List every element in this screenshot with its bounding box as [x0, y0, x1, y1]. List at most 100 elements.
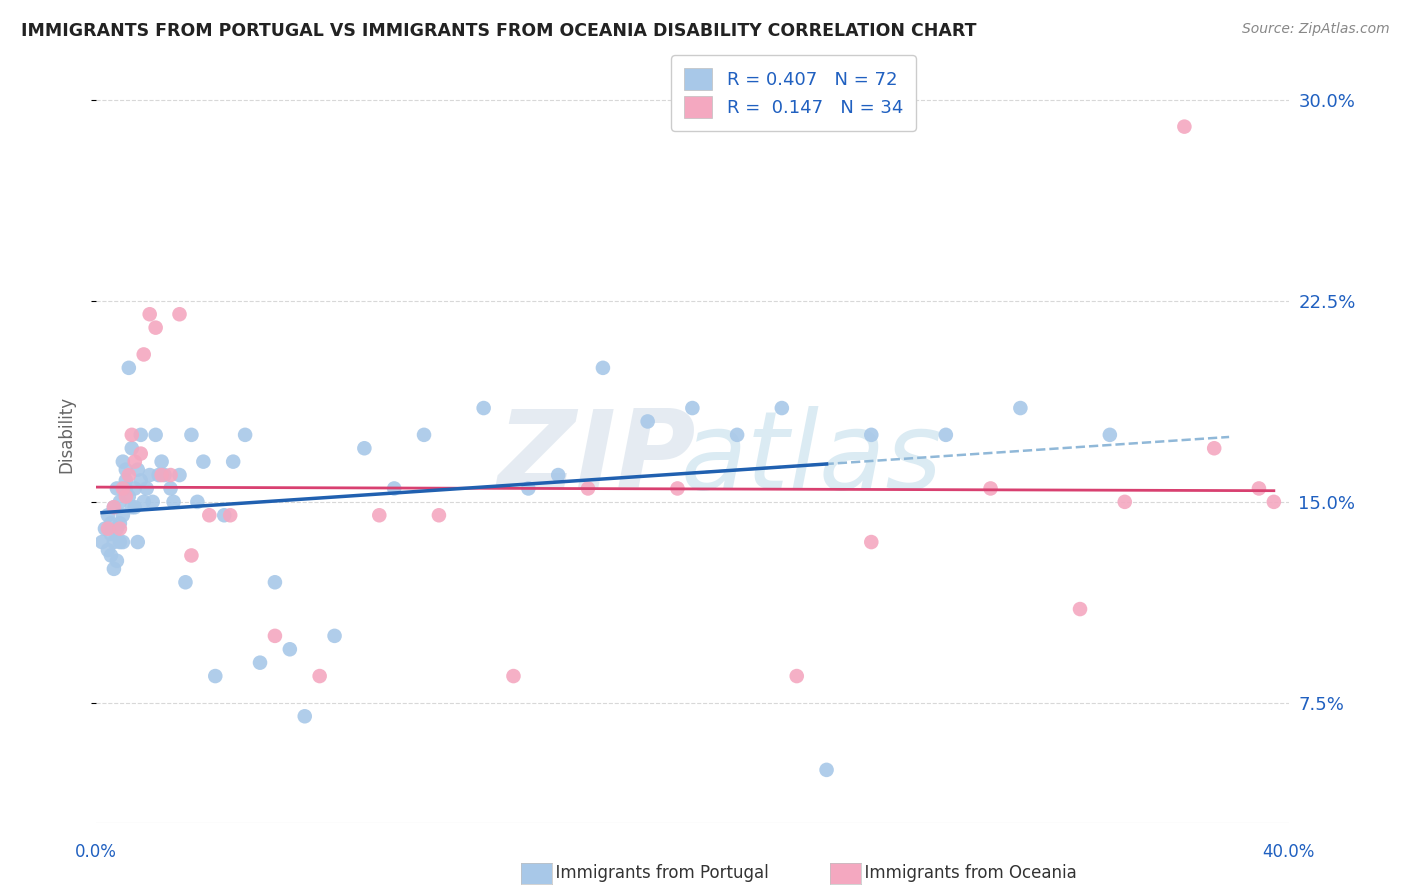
- Point: [212, 508, 235, 523]
- Point: [725, 428, 748, 442]
- Point: [124, 482, 146, 496]
- Point: [637, 414, 659, 428]
- Point: [108, 522, 131, 536]
- Point: [148, 468, 170, 483]
- Legend: R = 0.407   N = 72, R =  0.147   N = 34: R = 0.407 N = 72, R = 0.147 N = 34: [671, 55, 915, 131]
- Point: [502, 669, 524, 683]
- Point: [1069, 602, 1091, 616]
- Text: Immigrants from Oceania: Immigrants from Oceania: [853, 863, 1077, 881]
- Point: [860, 428, 883, 442]
- Point: [592, 360, 614, 375]
- Point: [103, 500, 125, 515]
- Point: [97, 543, 120, 558]
- Point: [118, 360, 141, 375]
- Point: [1263, 495, 1285, 509]
- Point: [233, 428, 256, 442]
- Point: [169, 307, 191, 321]
- Point: [150, 455, 173, 469]
- Point: [264, 575, 287, 590]
- Point: [472, 401, 495, 415]
- Point: [91, 535, 114, 549]
- Point: [129, 428, 152, 442]
- Point: [108, 535, 131, 549]
- Point: [100, 549, 122, 563]
- Point: [124, 455, 146, 469]
- Point: [135, 482, 157, 496]
- Point: [100, 527, 122, 541]
- Text: atlas: atlas: [681, 406, 942, 510]
- Text: 0.0%: 0.0%: [75, 843, 117, 861]
- Point: [180, 428, 202, 442]
- Point: [180, 549, 202, 563]
- Point: [114, 474, 136, 488]
- Point: [860, 535, 883, 549]
- Point: [121, 442, 143, 456]
- Y-axis label: Disability: Disability: [58, 396, 75, 474]
- Point: [138, 468, 160, 483]
- Point: [138, 307, 160, 321]
- Point: [142, 495, 165, 509]
- Point: [308, 669, 330, 683]
- Point: [681, 401, 703, 415]
- Point: [103, 535, 125, 549]
- Text: ZIP: ZIP: [498, 405, 696, 511]
- Point: [105, 482, 128, 496]
- Point: [278, 642, 301, 657]
- Point: [108, 516, 131, 531]
- Point: [368, 508, 391, 523]
- Point: [1010, 401, 1032, 415]
- Point: [517, 482, 540, 496]
- Point: [162, 495, 184, 509]
- Point: [174, 575, 197, 590]
- Point: [576, 482, 599, 496]
- Point: [127, 463, 149, 477]
- Point: [118, 490, 141, 504]
- Point: [198, 508, 221, 523]
- Point: [186, 495, 208, 509]
- Point: [100, 516, 122, 531]
- Point: [111, 455, 134, 469]
- Text: Immigrants from Portugal: Immigrants from Portugal: [544, 863, 769, 881]
- Point: [145, 320, 167, 334]
- Text: 40.0%: 40.0%: [1263, 843, 1315, 861]
- Point: [114, 490, 136, 504]
- Point: [1204, 442, 1226, 456]
- Text: IMMIGRANTS FROM PORTUGAL VS IMMIGRANTS FROM OCEANIA DISABILITY CORRELATION CHART: IMMIGRANTS FROM PORTUGAL VS IMMIGRANTS F…: [21, 22, 977, 40]
- Point: [129, 474, 152, 488]
- Point: [1173, 120, 1195, 134]
- Point: [815, 763, 838, 777]
- Point: [111, 482, 134, 496]
- Point: [980, 482, 1002, 496]
- Point: [547, 468, 569, 483]
- Point: [103, 500, 125, 515]
- Point: [193, 455, 215, 469]
- Point: [264, 629, 287, 643]
- Point: [249, 656, 271, 670]
- Point: [219, 508, 242, 523]
- Point: [114, 463, 136, 477]
- Point: [323, 629, 346, 643]
- Point: [94, 522, 117, 536]
- Point: [204, 669, 226, 683]
- Point: [127, 535, 149, 549]
- Point: [1098, 428, 1121, 442]
- Point: [294, 709, 316, 723]
- Point: [150, 468, 173, 483]
- Point: [132, 347, 155, 361]
- Point: [121, 500, 143, 515]
- Point: [222, 455, 245, 469]
- Point: [413, 428, 436, 442]
- Point: [111, 535, 134, 549]
- Point: [105, 522, 128, 536]
- Text: Source: ZipAtlas.com: Source: ZipAtlas.com: [1241, 22, 1389, 37]
- Point: [124, 500, 146, 515]
- Point: [786, 669, 808, 683]
- Point: [103, 562, 125, 576]
- Point: [118, 468, 141, 483]
- Point: [1114, 495, 1136, 509]
- Point: [105, 554, 128, 568]
- Point: [770, 401, 793, 415]
- Point: [935, 428, 957, 442]
- Point: [97, 522, 120, 536]
- Point: [153, 468, 176, 483]
